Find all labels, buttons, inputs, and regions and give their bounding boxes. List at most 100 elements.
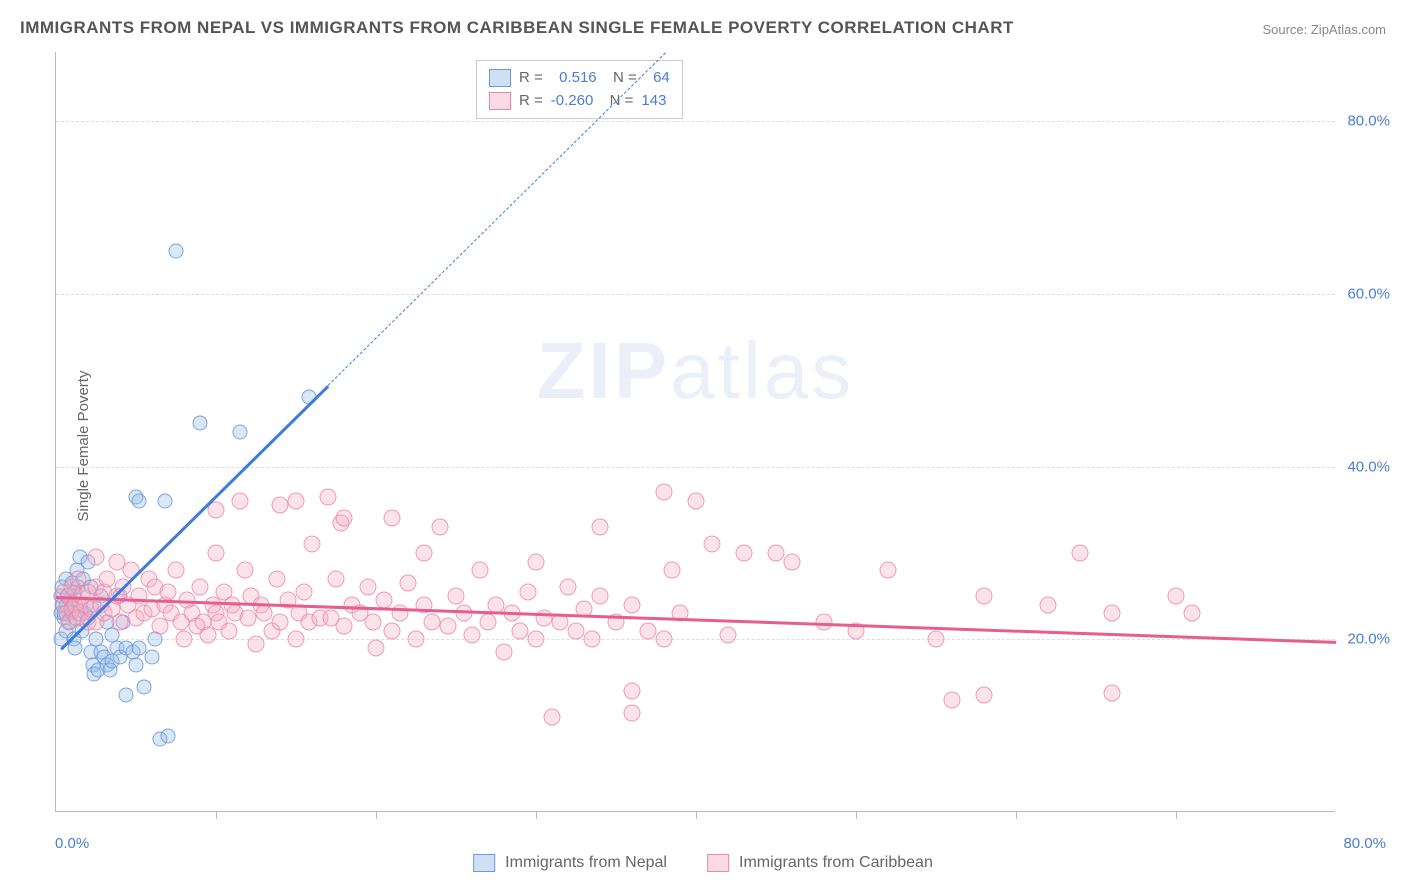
data-point xyxy=(236,562,253,579)
data-point xyxy=(1040,596,1057,613)
data-point xyxy=(472,562,489,579)
data-point xyxy=(220,622,237,639)
data-point xyxy=(664,562,681,579)
data-point xyxy=(1168,588,1185,605)
data-point xyxy=(336,618,353,635)
xtick xyxy=(216,811,217,819)
data-point xyxy=(496,644,513,661)
data-point xyxy=(976,687,993,704)
swatch-blue-icon xyxy=(473,854,495,872)
data-point xyxy=(248,635,265,652)
data-point xyxy=(161,729,176,744)
data-point xyxy=(328,570,345,587)
series-legend: Immigrants from Nepal Immigrants from Ca… xyxy=(473,854,933,872)
data-point xyxy=(624,596,641,613)
data-point xyxy=(296,583,313,600)
data-point xyxy=(137,679,152,694)
xtick xyxy=(1016,811,1017,819)
ytick-label: 40.0% xyxy=(1347,458,1390,475)
data-point xyxy=(456,605,473,622)
data-point xyxy=(528,553,545,570)
data-point xyxy=(536,609,553,626)
data-point xyxy=(656,631,673,648)
legend-item-nepal: Immigrants from Nepal xyxy=(473,854,667,872)
data-point xyxy=(584,631,601,648)
xtick xyxy=(696,811,697,819)
legend-row-caribbean: R = -0.260 N = 143 xyxy=(489,90,670,113)
data-point xyxy=(232,493,249,510)
data-point xyxy=(624,704,641,721)
data-point xyxy=(528,631,545,648)
data-point xyxy=(99,570,116,587)
data-point xyxy=(560,579,577,596)
data-point xyxy=(288,631,305,648)
data-point xyxy=(132,494,147,509)
legend-row-nepal: R = 0.516 N = 64 xyxy=(489,67,670,90)
xtick xyxy=(536,811,537,819)
data-point xyxy=(928,631,945,648)
source-label: Source: ZipAtlas.com xyxy=(1262,22,1386,37)
ytick-label: 80.0% xyxy=(1347,113,1390,130)
data-point xyxy=(336,510,353,527)
data-point xyxy=(268,570,285,587)
data-point xyxy=(364,614,381,631)
data-point xyxy=(1104,684,1121,701)
scatter-chart: ZIPatlas R = 0.516 N = 64 R = -0.260 N =… xyxy=(55,52,1335,812)
xtick xyxy=(856,811,857,819)
data-point xyxy=(736,544,753,561)
data-point xyxy=(1104,605,1121,622)
swatch-pink-icon xyxy=(707,854,729,872)
data-point xyxy=(112,614,129,631)
data-point xyxy=(408,631,425,648)
data-point xyxy=(168,562,185,579)
gridline-h xyxy=(56,294,1335,295)
data-point xyxy=(704,536,721,553)
data-point xyxy=(123,562,140,579)
data-point xyxy=(512,622,529,639)
data-point xyxy=(384,510,401,527)
data-point xyxy=(768,544,785,561)
legend-label: Immigrants from Nepal xyxy=(505,854,667,872)
ytick-label: 60.0% xyxy=(1347,285,1390,302)
ytick-label: 20.0% xyxy=(1347,631,1390,648)
x-max-label: 80.0% xyxy=(1343,835,1386,852)
data-point xyxy=(416,544,433,561)
data-point xyxy=(424,614,441,631)
xtick xyxy=(1176,811,1177,819)
data-point xyxy=(160,583,177,600)
data-point xyxy=(624,683,641,700)
legend-item-caribbean: Immigrants from Caribbean xyxy=(707,854,933,872)
data-point xyxy=(169,243,184,258)
data-point xyxy=(464,626,481,643)
data-point xyxy=(119,688,134,703)
legend-label: Immigrants from Caribbean xyxy=(739,854,933,872)
data-point xyxy=(192,579,209,596)
x-min-label: 0.0% xyxy=(55,835,89,852)
data-point xyxy=(544,709,561,726)
data-point xyxy=(568,622,585,639)
data-point xyxy=(480,614,497,631)
xtick xyxy=(376,811,377,819)
data-point xyxy=(944,691,961,708)
data-point xyxy=(688,493,705,510)
data-point xyxy=(360,579,377,596)
chart-title: IMMIGRANTS FROM NEPAL VS IMMIGRANTS FROM… xyxy=(20,18,1014,38)
data-point xyxy=(592,519,609,536)
data-point xyxy=(129,658,144,673)
data-point xyxy=(640,622,657,639)
data-point xyxy=(68,640,83,655)
data-point xyxy=(880,562,897,579)
data-point xyxy=(176,631,193,648)
data-point xyxy=(1072,544,1089,561)
data-point xyxy=(1184,605,1201,622)
data-point xyxy=(592,588,609,605)
data-point xyxy=(384,622,401,639)
data-point xyxy=(288,493,305,510)
data-point xyxy=(976,588,993,605)
data-point xyxy=(720,626,737,643)
data-point xyxy=(272,497,289,514)
data-point xyxy=(157,494,172,509)
data-point xyxy=(656,484,673,501)
data-point xyxy=(440,618,457,635)
data-point xyxy=(432,519,449,536)
